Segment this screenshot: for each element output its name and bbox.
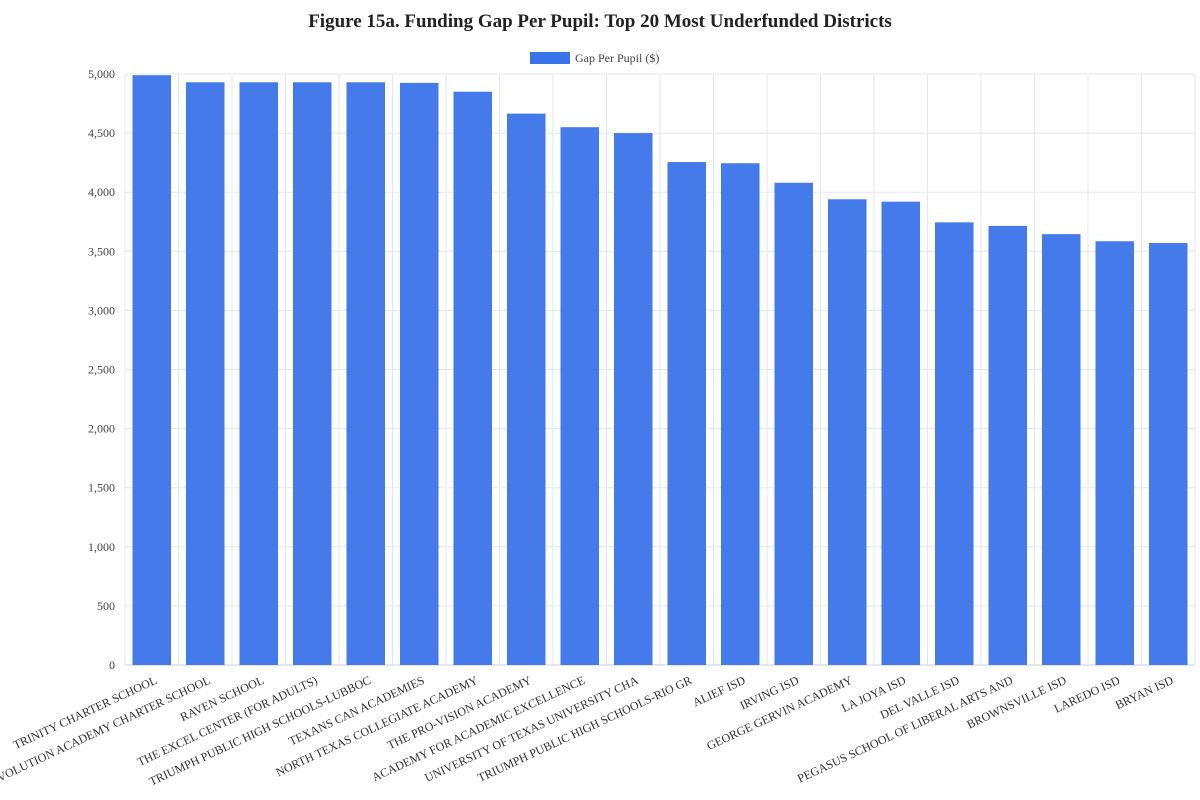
bar — [239, 82, 279, 666]
bar — [988, 225, 1028, 665]
y-tick-label: 1,500 — [88, 481, 115, 495]
bar — [1148, 243, 1188, 665]
bar — [720, 163, 760, 665]
legend-swatch — [530, 52, 570, 64]
y-tick-label: 5,000 — [88, 67, 115, 81]
y-tick-label: 4,000 — [88, 185, 115, 199]
bar — [667, 162, 707, 665]
x-tick-label: BRYAN ISD — [1113, 673, 1176, 712]
legend-label: Gap Per Pupil ($) — [575, 51, 659, 65]
bar — [560, 127, 600, 665]
bar — [1041, 234, 1081, 665]
bar — [132, 75, 172, 665]
y-tick-label: 0 — [109, 658, 115, 672]
bar — [613, 133, 653, 666]
bar — [934, 222, 974, 665]
bar — [827, 199, 867, 666]
y-tick-label: 4,500 — [88, 126, 115, 140]
bar — [1095, 241, 1135, 666]
bar — [292, 82, 332, 666]
y-tick-label: 2,500 — [88, 363, 115, 377]
bar — [399, 82, 439, 666]
y-tick-label: 1,000 — [88, 540, 115, 554]
y-tick-label: 3,000 — [88, 303, 115, 317]
bar — [185, 82, 225, 666]
legend: Gap Per Pupil ($) — [530, 51, 659, 65]
chart-title: Figure 15a. Funding Gap Per Pupil: Top 2… — [308, 11, 892, 32]
y-tick-label: 2,000 — [88, 422, 115, 436]
y-tick-label: 500 — [97, 599, 115, 613]
y-tick-label: 3,500 — [88, 244, 115, 258]
bar — [774, 182, 814, 665]
bar — [881, 201, 921, 665]
bar — [506, 113, 546, 666]
bar — [346, 82, 386, 666]
bar — [453, 91, 493, 666]
